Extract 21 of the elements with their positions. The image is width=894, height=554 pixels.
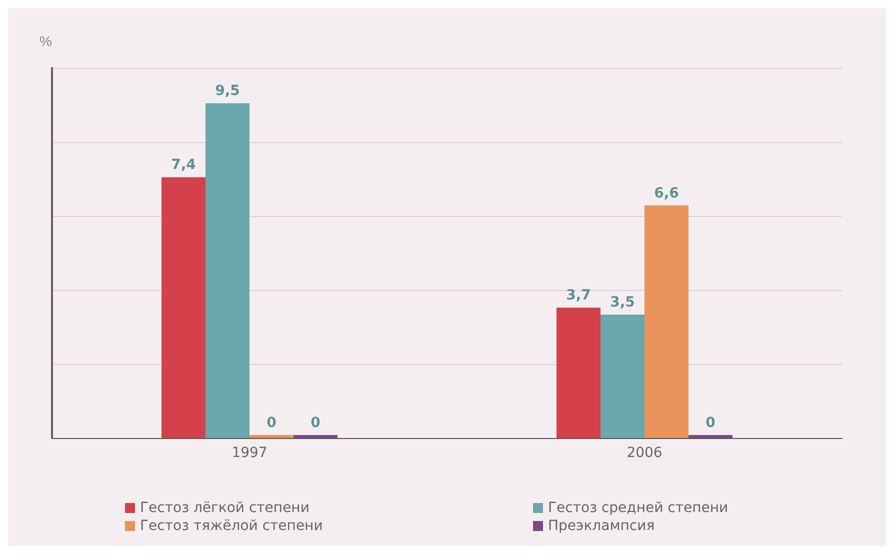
bar (600, 314, 644, 438)
data-label: 0 (266, 415, 277, 431)
bar (206, 103, 250, 438)
bar (556, 308, 600, 438)
x-tick-label: 2006 (626, 445, 662, 461)
data-label: 6,6 (654, 185, 679, 202)
data-label: 9,5 (215, 83, 240, 100)
data-label: 0 (310, 415, 321, 431)
legend-label: Гестоз тяжёлой степени (140, 518, 323, 534)
x-tick-label: 1997 (232, 445, 268, 461)
data-label: 3,5 (610, 294, 635, 311)
bar (250, 435, 294, 438)
bar (644, 205, 688, 438)
data-label: 7,4 (171, 157, 196, 174)
data-label: 0 (706, 415, 716, 431)
y-axis-title: % (40, 33, 52, 49)
legend-label: Гестоз средней степени (548, 500, 728, 516)
bar (162, 177, 206, 438)
data-label: 3,7 (566, 288, 591, 304)
legend-label: Преэклампсия (548, 518, 655, 534)
legend-label: Гестоз лёгкой степени (140, 500, 310, 516)
